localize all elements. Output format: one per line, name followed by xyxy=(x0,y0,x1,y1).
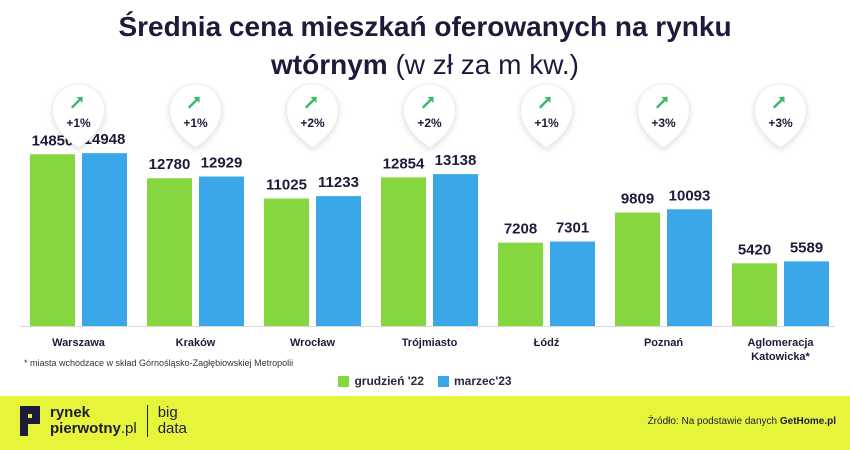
change-percent: +1% xyxy=(534,116,559,130)
chart-title-line2: wtórnym (w zł za m kw.) xyxy=(0,46,850,84)
change-percent: +1% xyxy=(183,116,208,130)
change-percent: +2% xyxy=(300,116,325,130)
change-badge xyxy=(402,83,457,149)
bar-mar23 xyxy=(199,176,244,326)
category-label: Warszawa xyxy=(52,337,106,349)
arrow-head-icon xyxy=(76,97,83,103)
source-text: Źródło: Na podstawie danych xyxy=(647,416,780,427)
bar-value-label: 9809 xyxy=(621,191,654,208)
logo-divider xyxy=(146,405,148,437)
legend: grudzień '22 marzec'23 xyxy=(0,374,850,388)
bar-value-label: 11233 xyxy=(318,174,359,191)
category-label: Aglomeracja xyxy=(747,337,814,349)
bar-mar23 xyxy=(316,196,361,326)
footer-bar: rynek pierwotny.pl big data Źródło: Na p… xyxy=(0,396,850,450)
legend-label-mar23: marzec'23 xyxy=(453,374,512,388)
logo-bigdata-line1: big xyxy=(157,404,178,421)
bar-value-label: 12929 xyxy=(201,155,243,172)
legend-item-dec22: grudzień '22 xyxy=(338,374,424,388)
bar-value-label: 10093 xyxy=(669,187,711,204)
bar-value-label: 5589 xyxy=(790,239,823,256)
legend-item-mar23: marzec'23 xyxy=(437,374,512,388)
change-badge xyxy=(753,83,808,149)
footnote: * miasta wchodzace w skład Górnośląsko-Z… xyxy=(24,358,294,368)
bar-value-label: 14948 xyxy=(84,131,126,148)
bar-dec22 xyxy=(381,177,426,326)
category-label: Łódź xyxy=(534,337,560,349)
bar-dec22 xyxy=(615,212,660,326)
bar-dec22 xyxy=(30,154,75,326)
logo-brand-text: rynek pierwotny.pl xyxy=(50,405,137,437)
arrow-head-icon xyxy=(310,97,317,103)
change-percent: +2% xyxy=(417,116,442,130)
bar-mar23 xyxy=(784,261,829,326)
bar-value-label: 5420 xyxy=(738,241,771,258)
source-bold: GetHome.pl xyxy=(779,416,836,427)
logo: rynek pierwotny.pl big data xyxy=(20,404,187,438)
bar-chart: 14850 14948 Warszawa +1% 12780 12929 Kraków +1%… xyxy=(20,83,835,363)
chart-title-unit: (w zł za m kw.) xyxy=(387,49,580,80)
logo-brand-line1: rynek xyxy=(50,404,91,421)
bar-mar23 xyxy=(667,209,712,326)
category-label: Poznań xyxy=(644,337,683,349)
bar-value-label: 12780 xyxy=(149,156,191,173)
logo-brand-suffix: .pl xyxy=(120,420,137,437)
bar-mar23 xyxy=(433,174,478,326)
change-percent: +1% xyxy=(66,116,91,130)
category-label: Wrocław xyxy=(290,337,335,349)
change-badge xyxy=(636,83,691,149)
logo-bigdata-line2: data xyxy=(157,420,187,437)
arrow-head-icon xyxy=(427,97,434,103)
logo-brand-line2: pierwotny xyxy=(50,420,121,437)
bar-value-label: 11025 xyxy=(266,177,307,194)
arrow-head-icon xyxy=(778,97,785,103)
change-percent: +3% xyxy=(651,116,676,130)
category-label: Katowicka* xyxy=(751,351,810,363)
bar-value-label: 7301 xyxy=(556,220,589,237)
logo-bigdata: big data xyxy=(158,405,187,437)
bar-mar23 xyxy=(550,241,595,326)
category-label: Kraków xyxy=(176,337,216,349)
change-badge xyxy=(51,83,106,149)
change-percent: +3% xyxy=(768,116,793,130)
legend-label-dec22: grudzień '22 xyxy=(354,374,424,388)
chart-title-bold: wtórnym xyxy=(270,49,388,80)
bar-dec22 xyxy=(732,263,777,326)
logo-mark-icon xyxy=(20,404,44,438)
change-badge xyxy=(285,83,340,149)
bar-dec22 xyxy=(147,178,192,326)
arrow-head-icon xyxy=(661,97,668,103)
bar-value-label: 7208 xyxy=(504,221,537,238)
bar-value-label: 12854 xyxy=(383,155,425,172)
source-note: Źródło: Na podstawie danych GetHome.pl xyxy=(648,416,836,427)
bar-dec22 xyxy=(498,242,543,326)
bar-dec22 xyxy=(264,198,309,326)
category-label: Trójmiasto xyxy=(402,337,458,349)
bar-value-label: 14850 xyxy=(32,132,74,149)
bar-value-label: 13138 xyxy=(435,152,477,169)
legend-swatch-dec22 xyxy=(338,375,350,387)
arrow-head-icon xyxy=(544,97,551,103)
chart-title-line1: Średnia cena mieszkań oferowanych na ryn… xyxy=(118,11,732,42)
arrow-head-icon xyxy=(193,97,200,103)
legend-swatch-mar23 xyxy=(437,375,449,387)
bar-mar23 xyxy=(82,153,127,326)
change-badge xyxy=(519,83,574,149)
change-badge xyxy=(168,83,223,149)
